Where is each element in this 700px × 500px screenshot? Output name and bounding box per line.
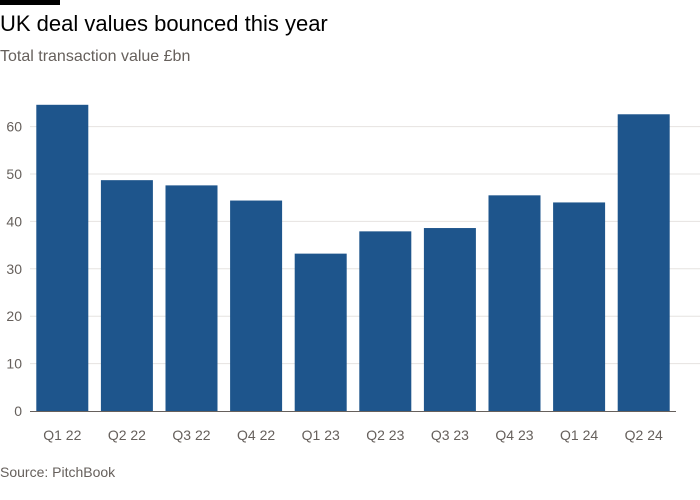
x-tick-label: Q1 23 xyxy=(302,427,340,443)
y-tick-label: 30 xyxy=(6,261,22,277)
bar xyxy=(165,185,218,411)
bar xyxy=(488,195,541,411)
y-tick-label: 60 xyxy=(6,119,22,135)
bar xyxy=(294,253,347,411)
y-tick-label: 50 xyxy=(6,166,22,182)
y-tick-label: 10 xyxy=(6,356,22,372)
y-tick-label: 40 xyxy=(6,213,22,229)
x-tick-label: Q2 23 xyxy=(366,427,404,443)
bar xyxy=(423,228,476,411)
top-accent-rule xyxy=(0,0,60,5)
bars xyxy=(36,104,670,412)
chart-title: UK deal values bounced this year xyxy=(0,11,328,36)
x-tick-label: Q2 22 xyxy=(108,427,146,443)
y-tick-label: 20 xyxy=(6,308,22,324)
x-tick-label: Q1 24 xyxy=(560,427,598,443)
x-tick-label: Q4 23 xyxy=(495,427,533,443)
x-tick-label: Q3 23 xyxy=(431,427,469,443)
bar xyxy=(617,114,670,411)
bar xyxy=(36,104,89,412)
chart-subtitle: Total transaction value £bn xyxy=(0,48,191,65)
source-note: Source: PitchBook xyxy=(0,464,116,480)
bar xyxy=(100,180,153,411)
bar xyxy=(553,202,606,411)
bar xyxy=(230,200,283,411)
x-tick-label: Q4 22 xyxy=(237,427,275,443)
x-axis-labels: Q1 22 Q2 22 Q3 22 Q4 22 Q1 23 Q2 23 Q3 23 Q4 23… xyxy=(43,427,663,443)
x-tick-label: Q3 22 xyxy=(172,427,210,443)
y-axis-labels: 0 10 20 30 40 50 60 xyxy=(6,119,22,419)
x-tick-label: Q1 22 xyxy=(43,427,81,443)
bar xyxy=(359,231,412,411)
x-tick-label: Q2 24 xyxy=(625,427,663,443)
y-tick-label: 0 xyxy=(14,403,22,419)
